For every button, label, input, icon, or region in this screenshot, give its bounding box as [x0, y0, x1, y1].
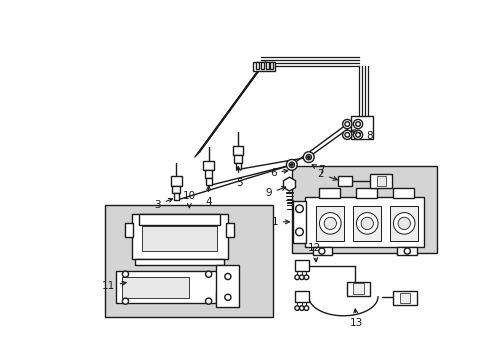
Circle shape: [122, 271, 128, 277]
Polygon shape: [122, 276, 189, 298]
Circle shape: [344, 132, 349, 137]
Bar: [235, 163, 241, 170]
Circle shape: [318, 248, 324, 254]
Circle shape: [205, 271, 211, 277]
Circle shape: [304, 275, 308, 280]
Circle shape: [290, 164, 292, 166]
Circle shape: [342, 120, 351, 129]
Bar: [346, 282, 369, 296]
Text: 9: 9: [264, 186, 285, 198]
Polygon shape: [116, 271, 227, 303]
Circle shape: [294, 275, 299, 280]
Bar: [203, 161, 214, 170]
Bar: [353, 283, 364, 294]
Bar: [392, 188, 413, 198]
Circle shape: [205, 298, 211, 304]
Circle shape: [344, 122, 349, 126]
Bar: [369, 174, 391, 188]
Text: 4: 4: [205, 186, 211, 207]
Bar: [399, 293, 409, 303]
Bar: [135, 259, 224, 265]
Bar: [337, 176, 351, 186]
Text: 13: 13: [349, 309, 363, 328]
Circle shape: [286, 159, 297, 170]
Bar: [393, 291, 416, 305]
Circle shape: [122, 298, 128, 304]
Circle shape: [355, 122, 360, 126]
Bar: [232, 145, 243, 155]
Circle shape: [355, 132, 360, 137]
Circle shape: [324, 217, 336, 230]
Text: 6: 6: [269, 167, 287, 177]
Bar: [312, 247, 331, 255]
Text: 10: 10: [183, 191, 196, 207]
Circle shape: [404, 248, 409, 254]
Circle shape: [224, 294, 230, 300]
Bar: [142, 226, 217, 251]
Text: 12: 12: [307, 243, 321, 262]
Circle shape: [356, 213, 377, 234]
Circle shape: [295, 205, 303, 213]
Bar: [204, 170, 212, 178]
Bar: [125, 223, 133, 237]
Bar: [206, 178, 211, 185]
Circle shape: [295, 228, 303, 236]
Circle shape: [360, 217, 373, 230]
Bar: [256, 62, 259, 69]
Circle shape: [353, 130, 362, 139]
Bar: [104, 205, 272, 316]
Bar: [131, 214, 227, 259]
Circle shape: [342, 130, 351, 139]
Circle shape: [288, 162, 294, 167]
Bar: [171, 176, 182, 186]
Circle shape: [303, 152, 313, 163]
Bar: [286, 178, 291, 184]
Bar: [294, 260, 308, 271]
Circle shape: [299, 275, 304, 280]
Bar: [234, 155, 241, 163]
Circle shape: [307, 156, 309, 158]
Bar: [253, 62, 274, 71]
Bar: [318, 188, 340, 198]
Bar: [350, 116, 372, 139]
Bar: [293, 201, 306, 243]
Circle shape: [305, 154, 311, 160]
Bar: [265, 62, 268, 69]
Bar: [172, 186, 180, 193]
Bar: [261, 62, 264, 69]
Bar: [355, 188, 377, 198]
Text: 8: 8: [350, 130, 372, 141]
Bar: [294, 291, 308, 302]
Circle shape: [319, 213, 341, 234]
Circle shape: [224, 274, 230, 280]
Bar: [305, 197, 424, 247]
Bar: [174, 193, 179, 200]
Text: 1: 1: [271, 217, 289, 227]
Text: 2: 2: [317, 169, 337, 180]
Circle shape: [353, 120, 362, 129]
Circle shape: [304, 306, 308, 310]
Bar: [139, 214, 220, 225]
Bar: [316, 206, 344, 241]
Bar: [226, 223, 234, 237]
Bar: [353, 206, 380, 241]
Circle shape: [397, 217, 409, 230]
Text: 5: 5: [236, 167, 242, 188]
Text: 7: 7: [311, 165, 324, 175]
Bar: [376, 176, 385, 186]
Bar: [389, 206, 417, 241]
Circle shape: [294, 306, 299, 310]
Bar: [396, 247, 416, 255]
Circle shape: [393, 213, 414, 234]
Bar: [291, 166, 436, 253]
Circle shape: [299, 306, 304, 310]
Text: 11: 11: [101, 281, 126, 291]
Bar: [270, 62, 273, 69]
Polygon shape: [283, 177, 295, 191]
Bar: [216, 265, 239, 307]
Text: 3: 3: [154, 198, 172, 210]
